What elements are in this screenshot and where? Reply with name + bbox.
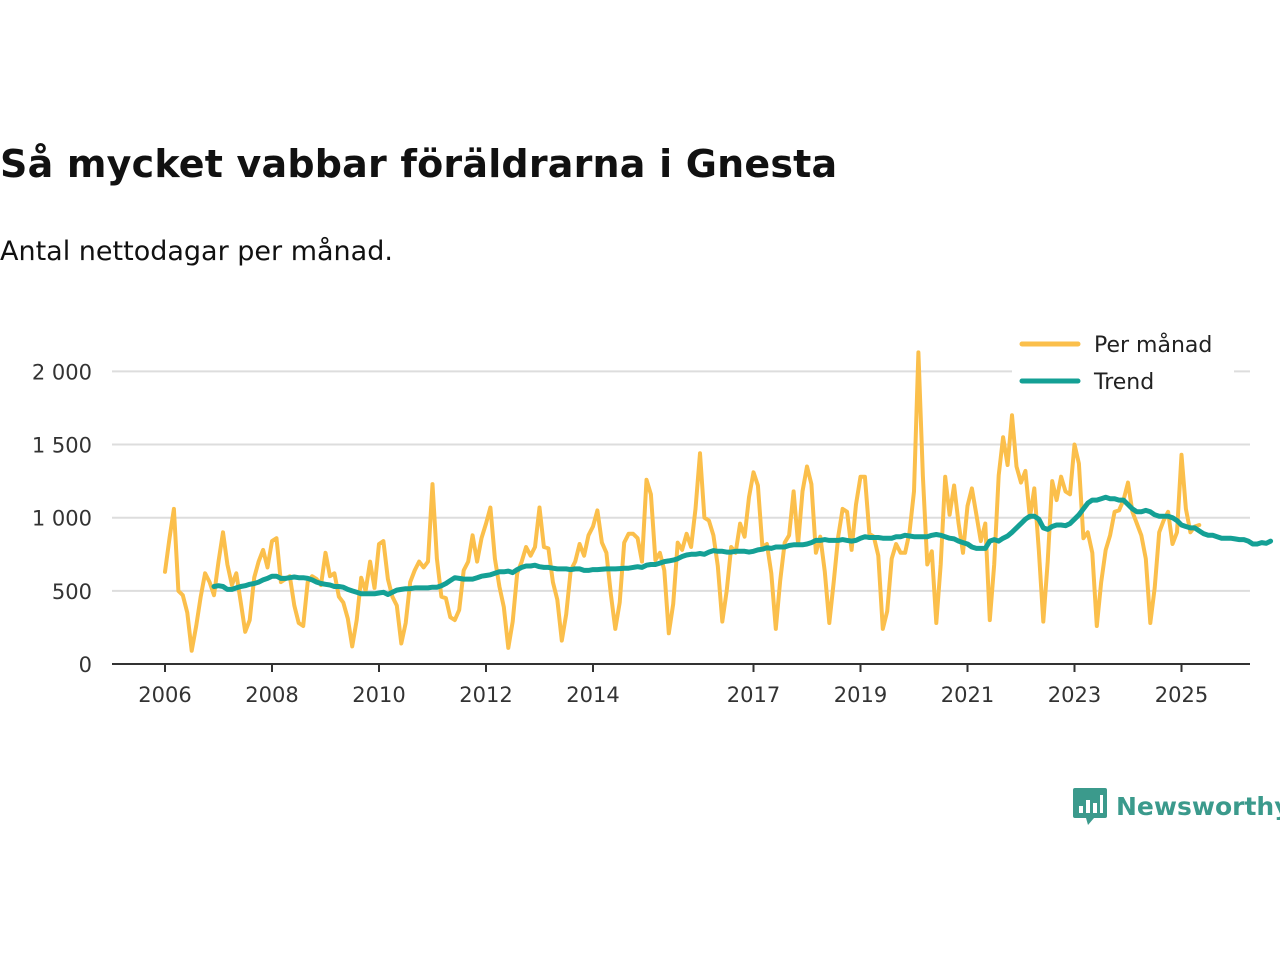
y-tick-label: 2 000	[32, 360, 92, 384]
x-tick-label: 2019	[834, 683, 887, 707]
x-axis: 2006 2008 2010 2012 2014 2017 2019 2021 2023 2025	[112, 663, 1250, 707]
legend-background	[1012, 326, 1234, 398]
x-tick-label: 2023	[1048, 683, 1101, 707]
series-line-trend	[211, 494, 1274, 597]
y-axis-ticks: 0 500 1 000 1 500 2 000	[32, 360, 92, 677]
brand-logo: Newsworthy	[1072, 786, 1280, 826]
series-lines	[163, 350, 1274, 653]
y-tick-label: 0	[79, 653, 92, 677]
x-tick-label: 2010	[352, 683, 405, 707]
line-chart: 0 500 1 000 1 500 2 000 2006 2008 2010 2012 2014…	[32, 326, 1274, 707]
x-tick-label: 2014	[566, 683, 619, 707]
x-tick-label: 2017	[727, 683, 780, 707]
y-tick-label: 1 500	[32, 434, 92, 458]
y-tick-label: 1 000	[32, 507, 92, 531]
chart-title: Så mycket vabbar föräldrarna i Gnesta	[0, 142, 838, 186]
newsworthy-chart-icon	[1073, 788, 1107, 825]
x-tick-label: 2021	[941, 683, 994, 707]
x-tick-label: 2025	[1155, 683, 1208, 707]
legend-label-per-month: Per månad	[1094, 332, 1212, 358]
legend: Per månad Trend	[1012, 326, 1234, 398]
chart-subtitle: Antal nettodagar per månad.	[0, 236, 393, 267]
brand-name: Newsworthy	[1116, 791, 1280, 821]
y-tick-label: 500	[52, 580, 92, 604]
x-tick-label: 2008	[245, 683, 298, 707]
legend-label-trend: Trend	[1093, 370, 1154, 395]
x-tick-label: 2006	[138, 683, 191, 707]
x-tick-label: 2012	[459, 683, 512, 707]
